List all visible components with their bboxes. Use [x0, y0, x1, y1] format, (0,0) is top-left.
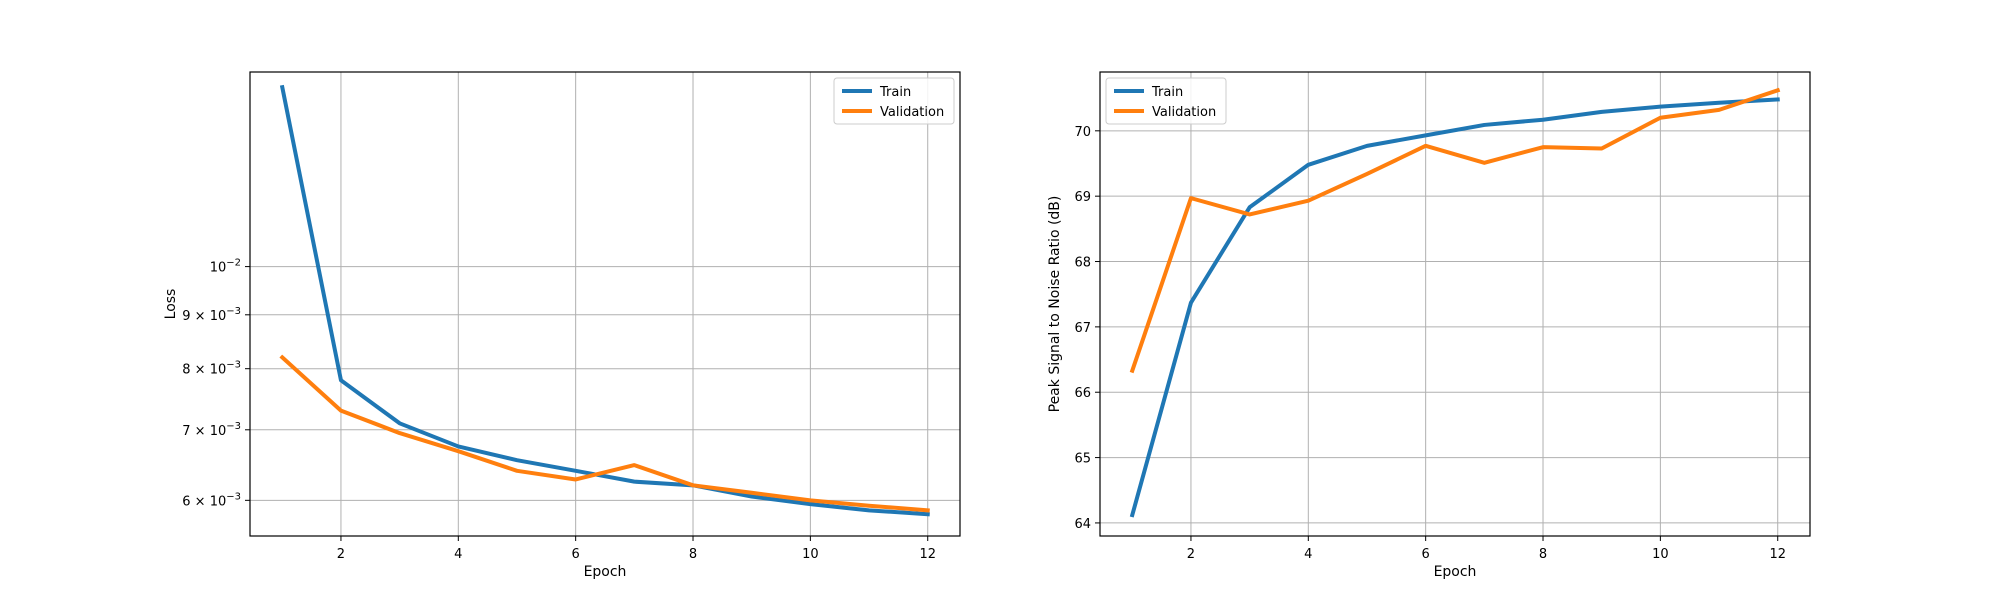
psnr-plot-frame — [1099, 71, 1811, 537]
loss-x-tick-label: 6 — [572, 547, 580, 562]
psnr-x-tick-label: 2 — [1187, 547, 1195, 562]
psnr-y-tick-label: 66 — [1074, 386, 1091, 401]
psnr-x-tick-label: 12 — [1769, 547, 1786, 562]
psnr-series-line-train — [1129, 97, 1780, 518]
loss-legend-label-validation: Validation — [880, 105, 944, 120]
loss-series-line-train — [279, 84, 930, 517]
loss-plot-frame — [249, 71, 961, 537]
psnr-x-tick-label: 4 — [1304, 547, 1312, 562]
loss-x-tick-label: 10 — [802, 547, 819, 562]
loss-y-axis-label: Loss — [163, 289, 179, 320]
loss-y-tick-label: 6 × 10−3 — [182, 491, 241, 509]
psnr-y-tick-label: 65 — [1074, 452, 1091, 467]
loss-x-axis-label: Epoch — [584, 564, 627, 580]
loss-y-tick-label: 10−2 — [210, 258, 241, 276]
psnr-series-line-validation — [1129, 87, 1781, 374]
psnr-y-tick-label: 67 — [1074, 321, 1091, 336]
psnr-legend-label-validation: Validation — [1152, 105, 1216, 120]
psnr-x-tick-label: 10 — [1652, 547, 1669, 562]
loss-y-tick-label: 8 × 10−3 — [182, 360, 241, 378]
loss-x-tick-label: 8 — [689, 547, 697, 562]
psnr-legend: Train Validation — [1105, 77, 1227, 125]
psnr-legend-label-train: Train — [1151, 85, 1183, 100]
psnr-y-tick-label: 68 — [1074, 256, 1091, 271]
psnr-x-axis-label: Epoch — [1434, 564, 1477, 580]
psnr-x-tick-label: 6 — [1422, 547, 1430, 562]
loss-y-tick-label: 9 × 10−3 — [182, 306, 241, 324]
loss-legend: Train Validation — [833, 77, 955, 125]
psnr-x-tick-label: 8 — [1539, 547, 1547, 562]
psnr-y-tick-label: 70 — [1074, 125, 1091, 140]
psnr-y-tick-label: 69 — [1074, 190, 1091, 205]
loss-legend-label-train: Train — [879, 85, 911, 100]
loss-chart: 2 4 6 8 10 12 10−2 9 × 10−3 8 × 10−3 7 × 10−3 6 × … — [163, 71, 961, 580]
loss-y-tick-label: 7 × 10−3 — [182, 421, 241, 439]
loss-x-tick-label: 4 — [454, 547, 462, 562]
loss-x-tick-label: 12 — [919, 547, 936, 562]
loss-x-tick-label: 2 — [337, 547, 345, 562]
loss-series-line-validation — [279, 354, 930, 513]
psnr-y-axis-label: Peak Signal to Noise Ratio (dB) — [1047, 196, 1063, 413]
psnr-y-tick-label: 64 — [1074, 517, 1091, 532]
